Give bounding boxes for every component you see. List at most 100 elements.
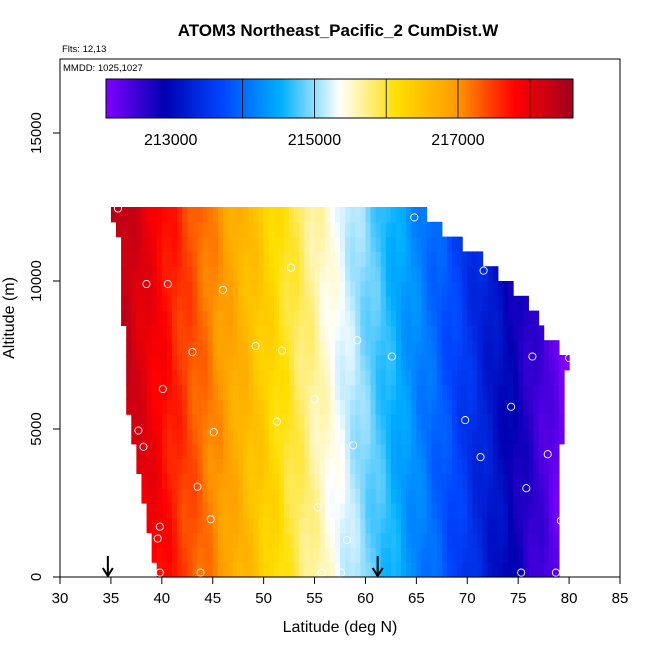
heatmap-cell xyxy=(161,399,168,415)
heatmap-cell xyxy=(136,414,143,430)
heatmap-cell xyxy=(324,547,331,563)
heatmap-cell xyxy=(156,236,163,252)
heatmap-cell xyxy=(289,369,295,386)
heatmap-cell xyxy=(182,325,188,341)
heatmap-cell xyxy=(513,340,519,356)
heatmap-cell xyxy=(543,473,550,489)
heatmap-cell xyxy=(345,503,351,519)
heatmap-cell xyxy=(202,503,209,519)
heatmap-cell xyxy=(334,532,341,548)
heatmap-cell xyxy=(477,532,484,548)
heatmap-cell xyxy=(467,443,473,460)
heatmap-cell xyxy=(304,340,311,356)
heatmap-cell xyxy=(487,443,494,460)
heatmap-cell xyxy=(146,473,153,489)
heatmap-cell xyxy=(243,355,249,371)
heatmap-cell xyxy=(350,429,356,445)
heatmap-cell xyxy=(390,236,397,252)
heatmap-cell xyxy=(523,443,529,460)
heatmap-cell xyxy=(446,281,453,297)
heatmap-cell xyxy=(166,473,173,489)
heatmap-cell xyxy=(314,414,321,430)
heatmap-cell xyxy=(289,221,295,238)
heatmap-cell xyxy=(375,325,382,341)
heatmap-cell xyxy=(258,547,265,563)
heatmap-cell xyxy=(452,547,458,563)
heatmap-cell xyxy=(222,458,229,474)
heatmap-cell xyxy=(289,281,295,297)
heatmap-cell xyxy=(299,414,305,430)
heatmap-cell xyxy=(380,325,387,341)
heatmap-cell xyxy=(222,503,229,519)
heatmap-cell xyxy=(340,369,346,386)
heatmap-cell xyxy=(390,207,397,223)
heatmap-cell xyxy=(172,473,178,489)
heatmap-cell xyxy=(177,488,183,504)
heatmap-cell xyxy=(457,281,463,297)
heatmap-cell xyxy=(253,266,260,282)
heatmap-cell xyxy=(146,236,153,252)
heatmap-cell xyxy=(207,517,214,534)
observation-point xyxy=(353,336,362,345)
heatmap-cell xyxy=(390,221,397,238)
heatmap-cell xyxy=(421,532,428,548)
heatmap-cell xyxy=(258,340,265,356)
heatmap-cell xyxy=(278,517,285,534)
heatmap-cell xyxy=(385,414,392,430)
heatmap-cell xyxy=(538,325,545,341)
heatmap-cell xyxy=(497,325,504,341)
heatmap-cell xyxy=(284,355,290,371)
heatmap-cell xyxy=(406,236,412,252)
heatmap-cell xyxy=(426,384,433,400)
heatmap-cell xyxy=(487,340,494,356)
heatmap-cell xyxy=(289,458,295,474)
heatmap-cell xyxy=(431,443,438,460)
heatmap-cell xyxy=(207,488,214,504)
heatmap-cell xyxy=(345,414,351,430)
heatmap-cell xyxy=(462,325,468,341)
heatmap-cell xyxy=(212,355,219,371)
heatmap-cell xyxy=(401,340,407,356)
heatmap-cell xyxy=(452,251,458,267)
heatmap-cell xyxy=(212,266,219,282)
heatmap-cell xyxy=(334,503,341,519)
heatmap-cell xyxy=(202,369,209,386)
heatmap-cell xyxy=(166,325,173,341)
heatmap-cell xyxy=(172,414,178,430)
heatmap-cells xyxy=(110,207,570,578)
heatmap-cell xyxy=(370,458,377,474)
heatmap-cell xyxy=(548,355,555,371)
heatmap-cell xyxy=(446,562,453,578)
heatmap-cell xyxy=(462,340,468,356)
heatmap-cell xyxy=(263,547,270,563)
heatmap-cell xyxy=(421,429,428,445)
heatmap-cell xyxy=(222,266,229,282)
heatmap-cell xyxy=(350,310,356,326)
heatmap-cell xyxy=(319,221,326,238)
heatmap-cell xyxy=(533,325,540,341)
heatmap-cell xyxy=(136,340,143,356)
heatmap-cell xyxy=(482,325,489,341)
heatmap-cell xyxy=(487,458,494,474)
heatmap-cell xyxy=(345,399,351,415)
heatmap-cell xyxy=(212,458,219,474)
observation-point xyxy=(155,522,164,531)
heatmap-cell xyxy=(156,295,163,312)
heatmap-cell xyxy=(187,414,193,430)
heatmap-cell xyxy=(538,443,545,460)
heatmap-cell xyxy=(151,236,158,252)
heatmap-cell xyxy=(406,295,412,312)
heatmap-cell xyxy=(278,281,285,297)
heatmap-cell xyxy=(340,310,346,326)
heatmap-cell xyxy=(345,310,351,326)
heatmap-cell xyxy=(421,251,428,267)
heatmap-cell xyxy=(375,266,382,282)
heatmap-cell xyxy=(380,547,387,563)
observation-point xyxy=(517,568,526,577)
heatmap-cell xyxy=(182,517,188,534)
heatmap-cell xyxy=(146,340,153,356)
heatmap-cell xyxy=(284,562,290,578)
heatmap-cell xyxy=(360,325,367,341)
heatmap-cell xyxy=(166,369,173,386)
heatmap-cell xyxy=(528,310,535,326)
